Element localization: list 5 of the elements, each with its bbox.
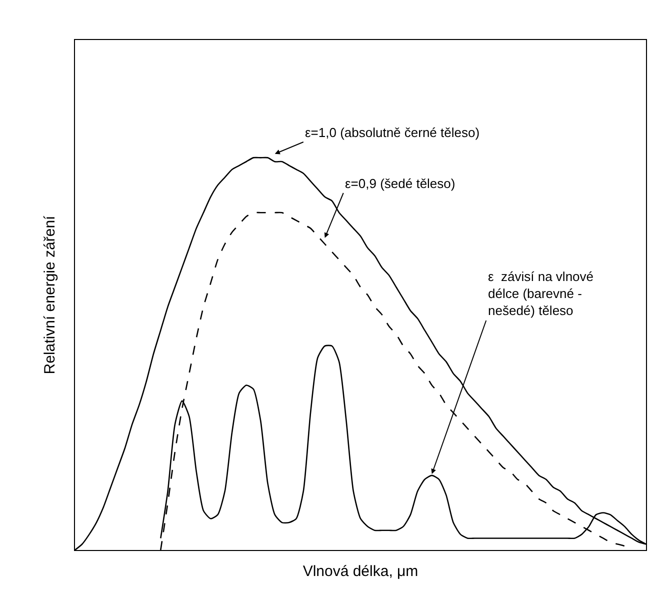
annotation: ε=0,9 (šedé těleso) xyxy=(345,176,456,191)
x-axis-title: Vlnová délka, μm xyxy=(302,563,418,580)
y-axis-title: Relativní energie záření xyxy=(41,214,58,374)
annotation: ε závisí na vlnové délce (barevné - nešedé) těleso xyxy=(488,269,594,318)
text: ε=1,0 (absolutně černé těleso) xyxy=(305,125,480,140)
